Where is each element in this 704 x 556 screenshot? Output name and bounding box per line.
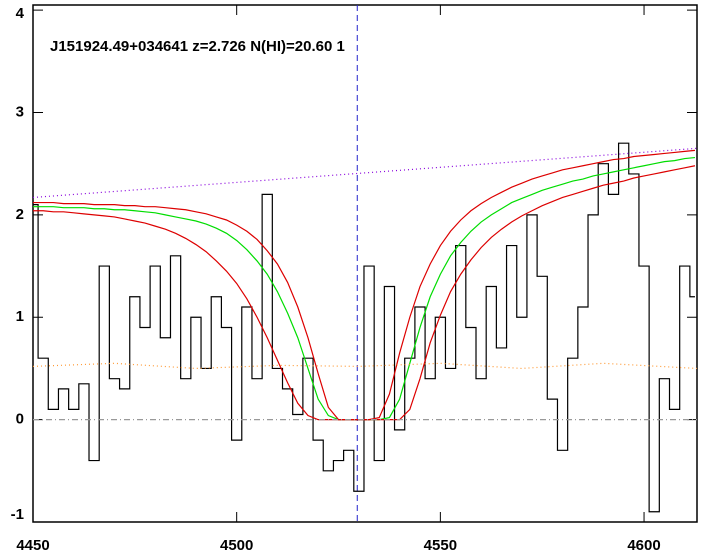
plot-frame: [32, 4, 698, 523]
x-tick-label: 4600: [627, 537, 660, 554]
x-tick-label: 4450: [16, 537, 49, 554]
series-line: [33, 142, 695, 513]
y-tick-label: 1: [16, 308, 24, 325]
y-tick-label: 0: [16, 411, 24, 428]
y-tick-label: 2: [16, 206, 24, 223]
x-tick-label: 4550: [424, 537, 457, 554]
chart-title: J151924.49+034641 z=2.726 N(HI)=20.60 1: [50, 38, 345, 55]
y-tick-label: -1: [11, 506, 24, 523]
y-tick-label: 3: [16, 103, 24, 120]
series-line: [33, 362, 697, 370]
series-line: [33, 147, 697, 199]
y-tick-label: 4: [16, 5, 25, 22]
x-tick-label: 4500: [220, 537, 253, 554]
